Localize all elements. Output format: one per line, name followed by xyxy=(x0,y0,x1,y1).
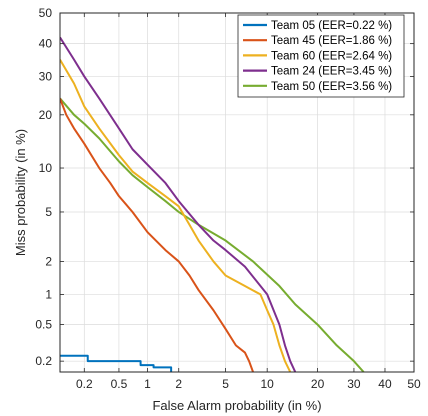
y-tick-label: 50 xyxy=(39,6,53,20)
legend: Team 05 (EER=0.22 %) Team 45 (EER=1.86 %)… xyxy=(237,14,405,98)
y-tick-label: 2 xyxy=(45,254,52,268)
series-line-2 xyxy=(60,59,292,372)
x-tick-label: 40 xyxy=(378,377,392,391)
legend-entry: Team 50 (EER=3.56 %) xyxy=(271,81,392,93)
legend-entry: Team 24 (EER=3.45 %) xyxy=(271,66,392,78)
y-tick-label: 1 xyxy=(45,287,52,301)
y-tick-label: 5 xyxy=(45,205,52,219)
x-tick-label: 5 xyxy=(222,377,229,391)
y-tick-label: 0.2 xyxy=(35,354,52,368)
x-tick-label: 0.5 xyxy=(111,377,128,391)
series-line-3 xyxy=(60,36,297,372)
series-line-1 xyxy=(60,98,254,372)
y-tick-label: 10 xyxy=(39,161,53,175)
legend-entry: Team 45 (EER=1.86 %) xyxy=(271,35,392,47)
series-line-4 xyxy=(60,97,365,372)
legend-entry: Team 60 (EER=2.64 %) xyxy=(271,50,392,62)
y-tick-label: 20 xyxy=(39,108,53,122)
axis-ticks: 0.2 0.5 1 2 5 10 20 30 40 50 0.2 0.5 1 2 5 10 20 30 40 50 xyxy=(35,6,421,391)
x-tick-label: 2 xyxy=(175,377,182,391)
y-tick-label: 0.5 xyxy=(35,318,52,332)
x-tick-label: 0.2 xyxy=(76,377,93,391)
x-axis-label: False Alarm probability (in %) xyxy=(152,398,321,413)
series-lines xyxy=(60,36,365,372)
series-line-0 xyxy=(60,354,173,372)
legend-entry: Team 05 (EER=0.22 %) xyxy=(271,20,392,32)
x-tick-label: 1 xyxy=(144,377,151,391)
y-tick-label: 30 xyxy=(39,69,53,83)
x-tick-label: 10 xyxy=(261,377,275,391)
y-axis-label: Miss probability (in %) xyxy=(13,129,28,256)
x-tick-label: 20 xyxy=(311,377,325,391)
y-tick-label: 40 xyxy=(39,37,53,51)
x-tick-label: 30 xyxy=(347,377,361,391)
x-tick-label: 50 xyxy=(407,377,421,391)
plot-area-frame xyxy=(59,12,415,373)
